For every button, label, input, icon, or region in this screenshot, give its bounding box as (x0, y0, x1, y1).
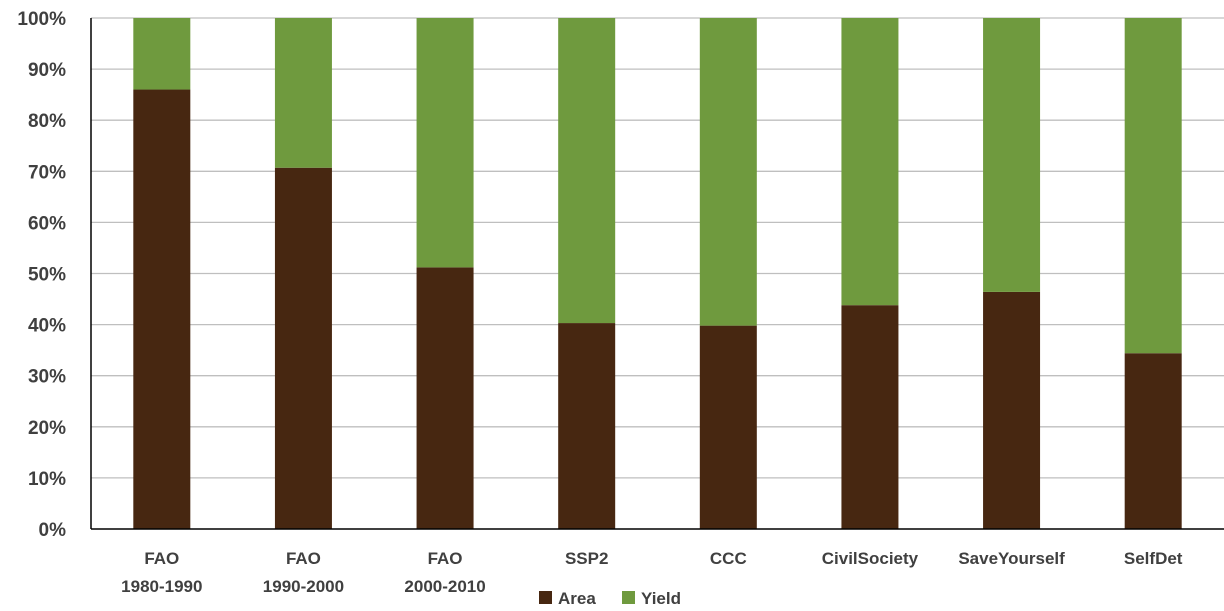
x-tick-label: FAO (144, 549, 179, 568)
x-tick-label: FAO (428, 549, 463, 568)
bar-yield-0 (133, 18, 191, 90)
y-tick-label: 0% (39, 520, 67, 541)
bar-yield-2 (416, 18, 474, 268)
x-tick-label: CCC (710, 549, 747, 568)
bars (133, 18, 1182, 529)
y-tick-label: 60% (28, 213, 66, 234)
y-tick-label: 80% (28, 111, 66, 132)
y-tick-label: 20% (28, 418, 66, 439)
bar-yield-4 (699, 18, 757, 326)
y-tick-label: 90% (28, 60, 66, 81)
y-tick-label: 40% (28, 316, 66, 337)
x-tick-label: SelfDet (1124, 549, 1183, 568)
x-tick-label: FAO (286, 549, 321, 568)
legend-label-yield: Yield (641, 589, 681, 608)
bar-yield-3 (558, 18, 616, 324)
bar-area-0 (133, 89, 191, 529)
bar-area-3 (558, 323, 616, 529)
bar-yield-7 (1124, 18, 1182, 354)
axes (90, 18, 1224, 530)
legend-swatch-yield (622, 591, 635, 604)
y-tick-labels: 0% 10% 20% 30% 40% 50% 60% 70% 80% 90% 100% (17, 9, 66, 541)
legend-swatch-area (539, 591, 552, 604)
bar-area-4 (699, 325, 757, 529)
x-tick-label: 1980-1990 (121, 577, 202, 596)
y-tick-label: 50% (28, 265, 66, 286)
bar-area-1 (274, 167, 332, 529)
legend-label-area: Area (558, 589, 596, 608)
x-tick-label: SaveYourself (958, 549, 1065, 568)
y-tick-label: 30% (28, 367, 66, 388)
x-tick-label: 1990-2000 (263, 577, 344, 596)
legend: Area Yield (539, 589, 681, 608)
bar-area-2 (416, 267, 474, 529)
y-tick-label: 70% (28, 162, 66, 183)
x-tick-label: CivilSociety (822, 549, 919, 568)
y-tick-label: 10% (28, 469, 66, 490)
gridlines (91, 17, 1224, 479)
x-tick-label: SSP2 (565, 549, 608, 568)
bar-area-6 (983, 291, 1041, 529)
x-tick-label: 2000-2010 (404, 577, 485, 596)
bar-area-5 (841, 305, 899, 529)
bar-yield-6 (983, 18, 1041, 292)
bar-yield-1 (274, 18, 332, 168)
y-tick-label: 100% (17, 9, 66, 30)
bar-area-7 (1124, 353, 1182, 529)
x-tick-labels: FAO 1980-1990 FAO 1990-2000 FAO 2000-2010 SSP2… (121, 549, 1183, 596)
bar-yield-5 (841, 18, 899, 306)
